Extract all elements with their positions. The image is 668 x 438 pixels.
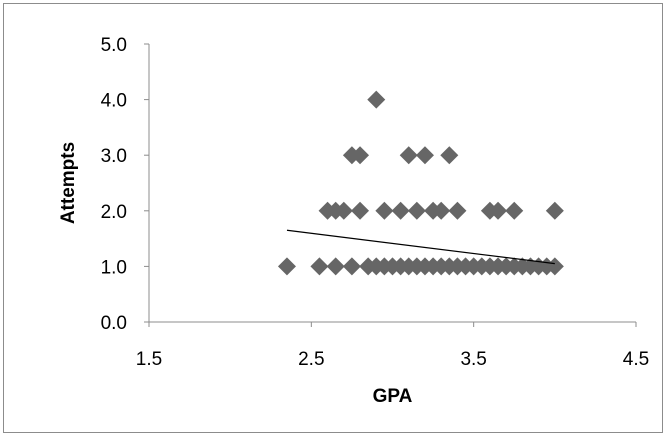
data-point	[440, 146, 459, 165]
y-tick-label: 2.0	[101, 202, 127, 223]
x-tick-label: 2.5	[298, 349, 324, 370]
data-point	[326, 257, 345, 276]
chart-frame: 0.0 1.0 2.0 3.0 4.0 5.0 1.5 2.5 3.5 4.5 GPA Attem…	[3, 3, 663, 433]
y-axis-title: Attempts	[58, 142, 79, 224]
data-point	[407, 201, 426, 220]
data-point	[342, 257, 361, 276]
data-point	[545, 257, 564, 276]
x-tick-label: 4.5	[623, 349, 649, 370]
data-point	[391, 201, 410, 220]
x-tick-label: 1.5	[136, 349, 162, 370]
y-tick-label: 1.0	[101, 257, 127, 278]
data-point	[334, 201, 353, 220]
data-point	[375, 201, 394, 220]
x-tick-label: 3.5	[460, 349, 486, 370]
y-tick-label: 3.0	[101, 146, 127, 167]
tick-labels: 0.0 1.0 2.0 3.0 4.0 5.0 1.5 2.5 3.5 4.5	[101, 35, 650, 370]
data-point	[448, 201, 467, 220]
data-point	[505, 201, 524, 220]
data-point	[489, 201, 508, 220]
axes	[148, 44, 636, 323]
scatter-chart: 0.0 1.0 2.0 3.0 4.0 5.0 1.5 2.5 3.5 4.5 GPA Attem…	[58, 35, 650, 407]
y-tick-label: 5.0	[101, 35, 127, 56]
x-axis-title: GPA	[373, 386, 413, 407]
data-point	[432, 201, 451, 220]
y-tick-label: 4.0	[101, 91, 127, 112]
data-point	[351, 146, 370, 165]
data-points	[277, 90, 564, 276]
data-point	[415, 146, 434, 165]
data-point	[367, 90, 386, 109]
trendline	[286, 229, 555, 265]
data-point	[399, 146, 418, 165]
data-point	[277, 257, 296, 276]
data-point	[545, 201, 564, 220]
data-point	[351, 201, 370, 220]
y-tick-label: 0.0	[101, 313, 127, 334]
data-point	[310, 257, 329, 276]
